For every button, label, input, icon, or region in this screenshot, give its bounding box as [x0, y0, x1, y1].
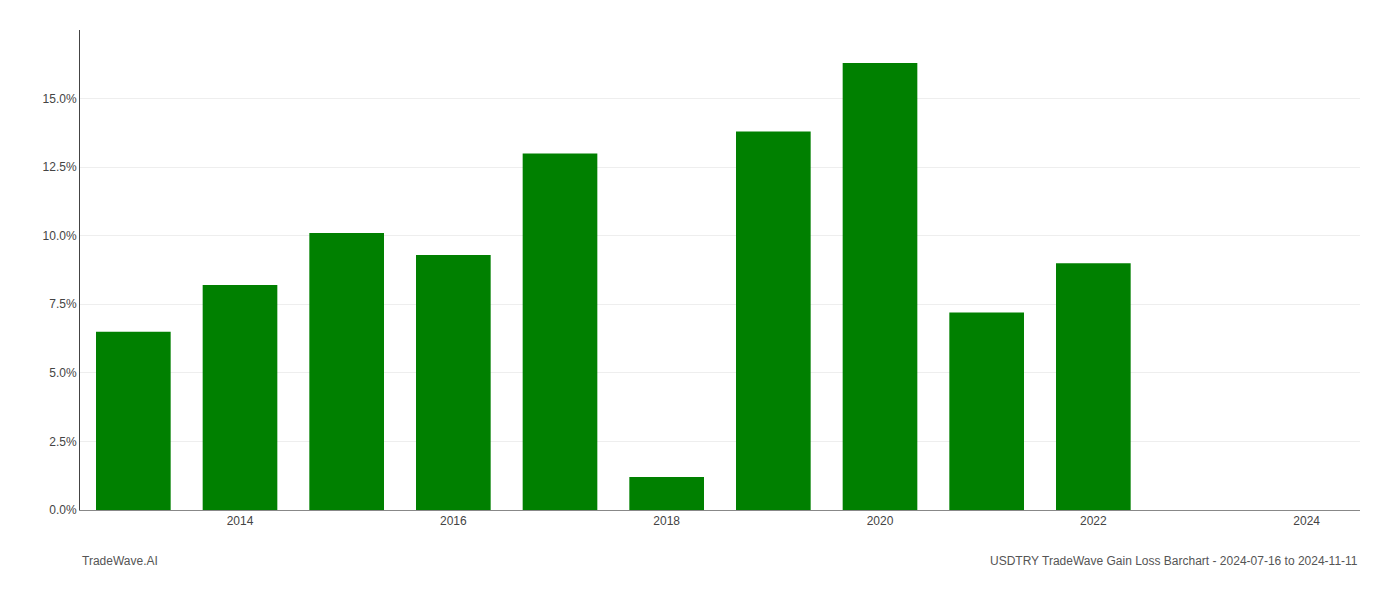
svg-text:TradeWave.AI: TradeWave.AI: [82, 554, 158, 568]
svg-text:10.0%: 10.0%: [43, 229, 77, 243]
svg-text:USDTRY TradeWave Gain Loss Bar: USDTRY TradeWave Gain Loss Barchart - 20…: [990, 554, 1358, 568]
svg-text:7.5%: 7.5%: [49, 297, 77, 311]
svg-text:2016: 2016: [440, 514, 467, 528]
svg-text:2014: 2014: [227, 514, 254, 528]
svg-text:2018: 2018: [653, 514, 680, 528]
svg-text:2.5%: 2.5%: [49, 435, 77, 449]
svg-text:15.0%: 15.0%: [43, 92, 77, 106]
svg-text:5.0%: 5.0%: [49, 366, 77, 380]
svg-text:2022: 2022: [1080, 514, 1107, 528]
svg-text:2024: 2024: [1293, 514, 1320, 528]
svg-text:12.5%: 12.5%: [43, 160, 77, 174]
svg-text:0.0%: 0.0%: [49, 503, 77, 517]
svg-text:2020: 2020: [867, 514, 894, 528]
